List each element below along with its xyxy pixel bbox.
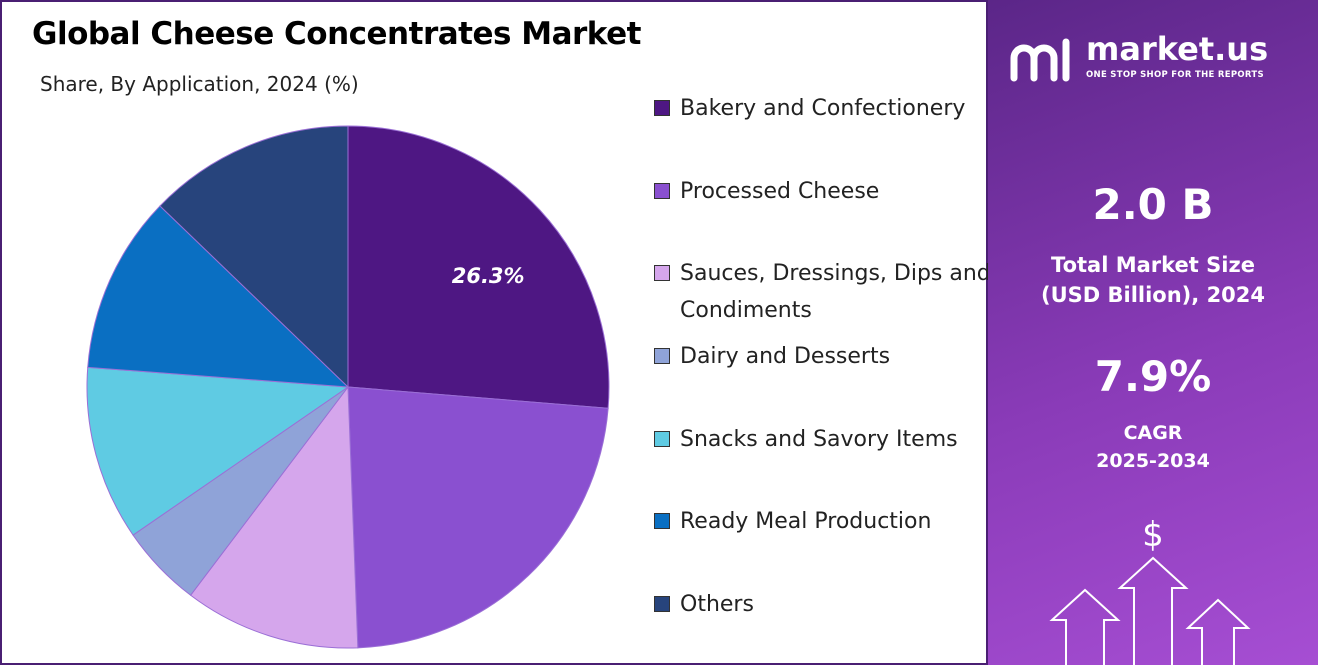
legend-label: Others [680,592,754,617]
pie-slice [189,385,359,649]
growth-arrows [1049,556,1251,665]
chart-title: Global Cheese Concentrates Market [32,16,641,52]
legend-item: Processed Cheese [654,173,1000,210]
cagr-label: CAGR [1123,422,1183,444]
legend-swatch [654,100,670,116]
pie-slice [87,205,350,388]
legend-item: Others [654,586,1000,623]
legend-item: Snacks and Savory Items [654,421,1000,458]
legend-swatch [654,596,670,612]
data-label: 26.3% [452,264,525,288]
cagr-period: 2025-2034 [1096,450,1210,472]
pie-slice [86,366,350,536]
chart-area: Global Cheese Concentrates Market Share,… [0,0,991,665]
brand-name: market.us [1086,30,1269,68]
legend-item: Sauces, Dressings, Dips and Condiments [654,255,1000,329]
brand-logo [1010,38,1070,82]
legend-label: Bakery and Confectionery [680,96,966,121]
pie-slice [347,386,609,649]
pie-slice [159,125,349,389]
legend-item: Bakery and Confectionery [654,90,1000,127]
currency-icon: $ [1142,515,1164,555]
legend-label: Snacks and Savory Items [680,427,958,452]
market-size: 2.0 B [1092,180,1214,229]
pie-slice [347,125,610,409]
legend-item: Dairy and Desserts [654,338,1000,375]
chart-subtitle: Share, By Application, 2024 (%) [40,72,359,96]
pie-chart: 26.3% [86,125,610,649]
market-size-label: Total Market Size (USD Billion), 2024 [1040,253,1266,307]
legend-swatch [654,183,670,199]
legend-label: Sauces, Dressings, Dips and Condiments [680,261,991,323]
legend-label: Dairy and Desserts [680,344,891,369]
legend-swatch [654,513,670,529]
legend-swatch [654,265,670,281]
legend-swatch [654,431,670,447]
legend-label: Processed Cheese [680,179,880,204]
legend-swatch [654,348,670,364]
cagr-value: 7.9% [1094,352,1212,401]
legend-item: Ready Meal Production [654,503,1000,540]
side-panel: market.us ONE STOP SHOP FOR THE REPORTS … [988,0,1318,665]
brand-tagline: ONE STOP SHOP FOR THE REPORTS [1086,70,1264,80]
legend-label: Ready Meal Production [680,509,932,534]
